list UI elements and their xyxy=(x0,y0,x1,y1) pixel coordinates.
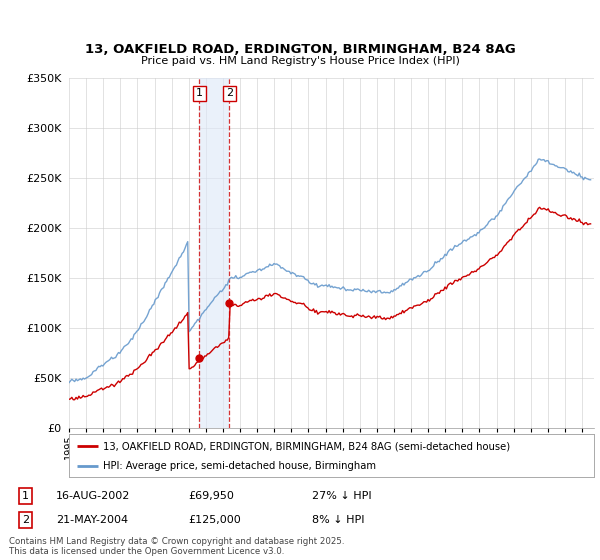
Text: 13, OAKFIELD ROAD, ERDINGTON, BIRMINGHAM, B24 8AG: 13, OAKFIELD ROAD, ERDINGTON, BIRMINGHAM… xyxy=(85,43,515,56)
Text: HPI: Average price, semi-detached house, Birmingham: HPI: Average price, semi-detached house,… xyxy=(103,461,376,472)
Text: £69,950: £69,950 xyxy=(188,491,234,501)
Text: 27% ↓ HPI: 27% ↓ HPI xyxy=(312,491,371,501)
Text: 21-MAY-2004: 21-MAY-2004 xyxy=(56,515,128,525)
Text: This data is licensed under the Open Government Licence v3.0.: This data is licensed under the Open Gov… xyxy=(9,548,284,557)
Text: Contains HM Land Registry data © Crown copyright and database right 2025.: Contains HM Land Registry data © Crown c… xyxy=(9,538,344,547)
Text: 2: 2 xyxy=(22,515,29,525)
Text: 8% ↓ HPI: 8% ↓ HPI xyxy=(312,515,364,525)
Bar xyxy=(199,78,229,428)
Text: 13, OAKFIELD ROAD, ERDINGTON, BIRMINGHAM, B24 8AG (semi-detached house): 13, OAKFIELD ROAD, ERDINGTON, BIRMINGHAM… xyxy=(103,441,510,451)
Text: Price paid vs. HM Land Registry's House Price Index (HPI): Price paid vs. HM Land Registry's House … xyxy=(140,56,460,66)
Text: 16-AUG-2002: 16-AUG-2002 xyxy=(56,491,130,501)
Text: £125,000: £125,000 xyxy=(188,515,241,525)
Text: 2: 2 xyxy=(226,88,233,99)
Text: 1: 1 xyxy=(196,88,203,99)
Text: 1: 1 xyxy=(22,491,29,501)
